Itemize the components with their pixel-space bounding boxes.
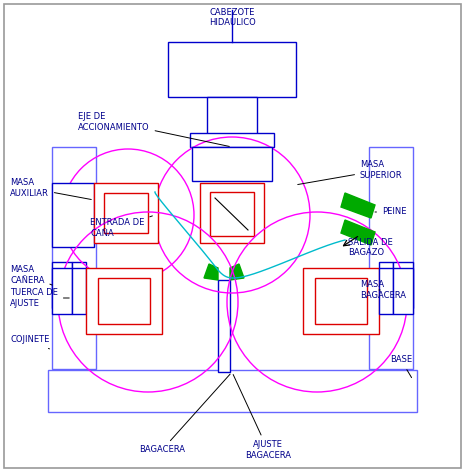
- Bar: [72, 262, 86, 308]
- Text: ENTRADA DE
CAÑA: ENTRADA DE CAÑA: [90, 216, 153, 238]
- Bar: [369, 147, 413, 369]
- Bar: [393, 268, 413, 314]
- Bar: [104, 193, 148, 233]
- Bar: [190, 133, 274, 147]
- Bar: [48, 370, 417, 412]
- Text: MASA
AUXILIAR: MASA AUXILIAR: [10, 178, 91, 200]
- Bar: [207, 97, 257, 135]
- Text: CABEZOTE
HIDAULICO: CABEZOTE HIDAULICO: [209, 8, 255, 27]
- Polygon shape: [341, 220, 375, 245]
- Bar: [315, 278, 367, 324]
- Bar: [98, 278, 150, 324]
- Bar: [192, 147, 272, 181]
- Bar: [210, 192, 254, 236]
- Text: EJE DE
ACCIONAMIENTO: EJE DE ACCIONAMIENTO: [78, 112, 229, 146]
- Text: BASE: BASE: [390, 355, 412, 378]
- Polygon shape: [341, 193, 375, 218]
- Bar: [52, 147, 96, 369]
- Bar: [52, 183, 94, 247]
- Bar: [379, 262, 393, 308]
- Bar: [52, 268, 72, 314]
- Text: SALIDA DE
BAGAZO: SALIDA DE BAGAZO: [348, 238, 393, 257]
- Bar: [303, 268, 379, 334]
- Bar: [200, 183, 264, 243]
- Bar: [168, 42, 296, 97]
- Text: TUERCA DE
AJUSTE: TUERCA DE AJUSTE: [10, 288, 69, 308]
- Polygon shape: [204, 264, 218, 280]
- Text: BAGACERA: BAGACERA: [139, 374, 230, 455]
- Bar: [94, 183, 158, 243]
- Bar: [52, 262, 72, 308]
- Bar: [86, 268, 162, 334]
- Text: COJINETE: COJINETE: [10, 336, 49, 349]
- Bar: [379, 268, 393, 314]
- Bar: [218, 280, 230, 372]
- Text: MASA
BAGACERA: MASA BAGACERA: [360, 280, 406, 300]
- Bar: [393, 262, 413, 308]
- Polygon shape: [230, 264, 244, 280]
- Text: PEINE: PEINE: [375, 208, 406, 217]
- Text: MASA
SUPERIOR: MASA SUPERIOR: [298, 160, 403, 185]
- Text: MASA
CAÑERA: MASA CAÑERA: [10, 265, 52, 285]
- Bar: [72, 268, 86, 314]
- Text: AJUSTE
BAGACERA: AJUSTE BAGACERA: [233, 374, 291, 460]
